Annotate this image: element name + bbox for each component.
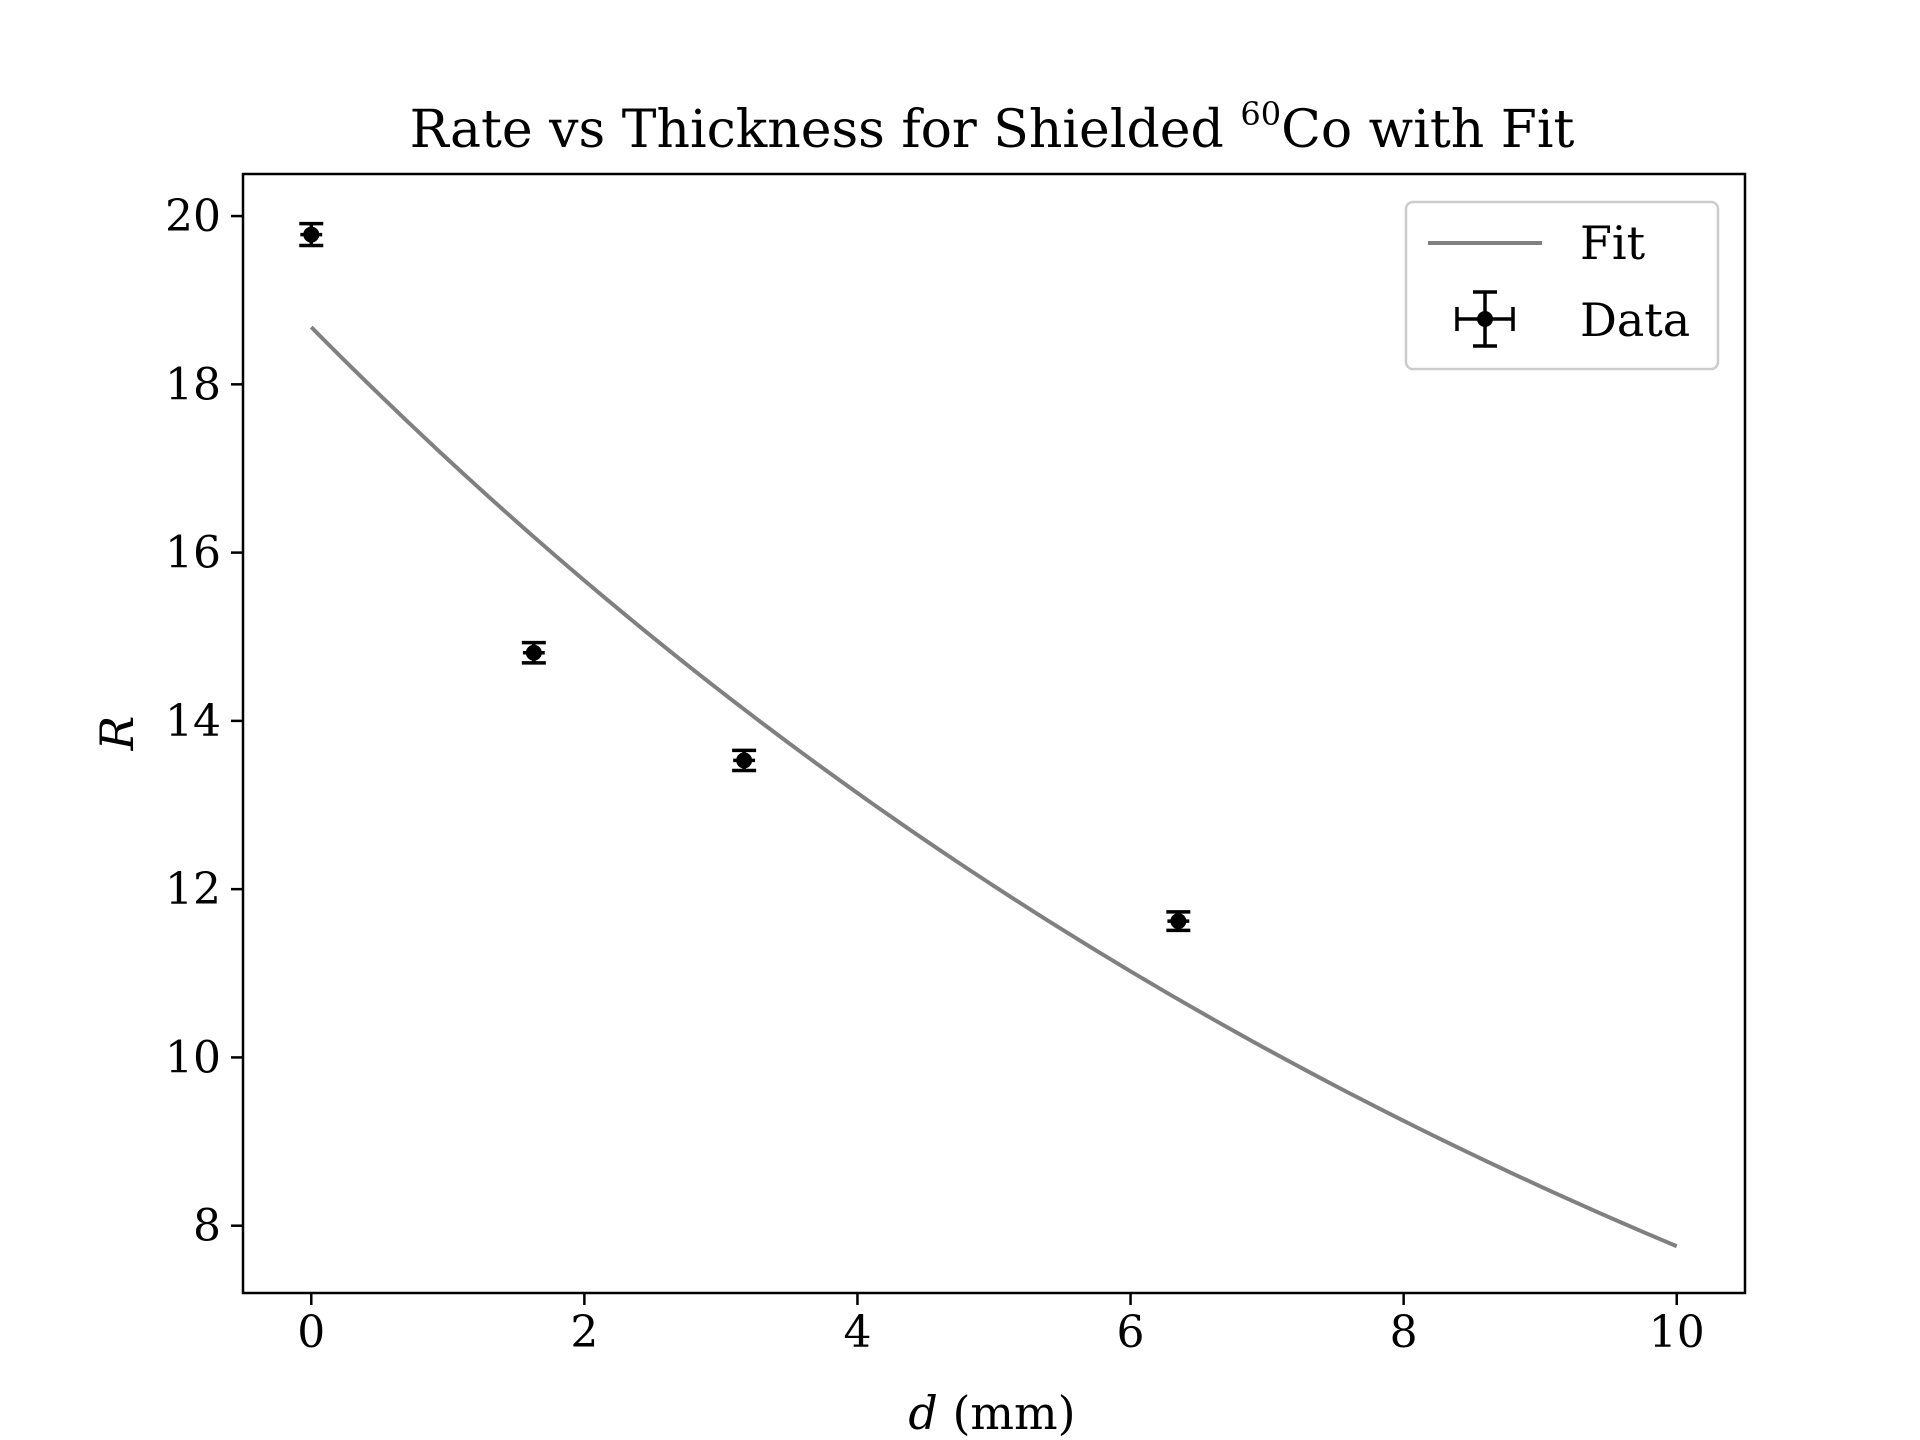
legend-data-label: Data <box>1580 293 1690 347</box>
data-marker <box>303 226 320 243</box>
y-axis-label: R <box>90 716 144 752</box>
y-tick-label: 10 <box>165 1032 221 1083</box>
y-tick-label: 8 <box>193 1201 221 1252</box>
legend-fit-label: Fit <box>1580 216 1646 270</box>
y-axis-ticks: 8 10 12 14 16 18 20 <box>165 191 243 1252</box>
data-point <box>521 640 546 665</box>
fit-curve <box>309 325 1678 1249</box>
data-layer <box>299 221 1191 933</box>
plot-frame <box>241 172 1747 1295</box>
x-tick-label: 10 <box>1649 1307 1705 1358</box>
x-tick-label: 2 <box>570 1307 598 1358</box>
y-tick-label: 12 <box>165 864 221 915</box>
x-axis-ticks: 0 2 4 6 8 10 <box>297 1293 1705 1358</box>
x-tick-label: 6 <box>1117 1307 1145 1358</box>
legend-data-swatch <box>1455 290 1515 348</box>
chart-title: Rate vs Thickness for Shielded 60Co with… <box>410 95 1575 160</box>
y-tick-label: 14 <box>165 696 221 747</box>
data-marker <box>525 644 542 661</box>
data-point <box>1166 910 1191 933</box>
data-point <box>299 221 324 248</box>
data-marker <box>1170 913 1187 930</box>
x-axis-label: d (mm) <box>908 1386 1075 1440</box>
data-marker <box>736 752 753 769</box>
x-tick-label: 4 <box>843 1307 871 1358</box>
data-point <box>732 748 757 773</box>
y-tick-label: 18 <box>165 359 221 410</box>
x-tick-label: 0 <box>297 1307 325 1358</box>
x-tick-label: 8 <box>1390 1307 1418 1358</box>
y-tick-label: 16 <box>165 528 221 579</box>
y-tick-label: 20 <box>165 191 221 242</box>
legend: Fit Data <box>1404 200 1720 371</box>
fit-layer <box>309 325 1678 1249</box>
